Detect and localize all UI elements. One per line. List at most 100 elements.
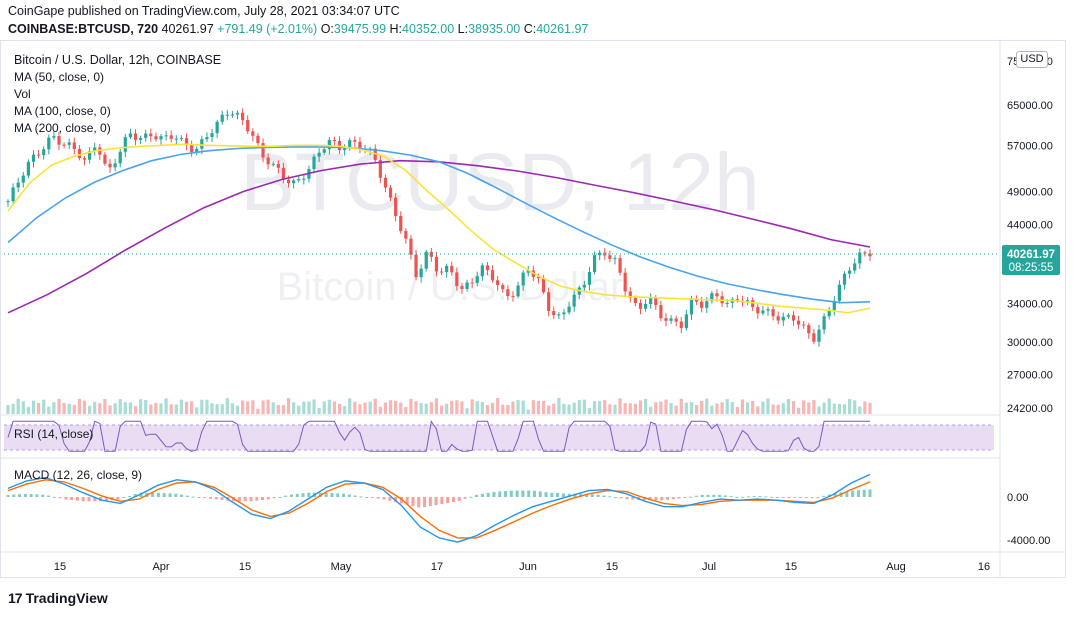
volume-bar xyxy=(312,399,316,414)
volume-bar xyxy=(353,401,357,414)
volume-bar xyxy=(179,399,184,414)
macd-histogram-bar xyxy=(353,495,357,497)
volume-bar xyxy=(842,404,847,414)
volume-bar xyxy=(327,399,331,414)
volume-bar xyxy=(638,400,643,414)
watermark-symbol: BTCUSD, 12h xyxy=(240,137,760,228)
candle-body xyxy=(93,147,97,152)
volume-bar xyxy=(149,404,153,414)
macd-histogram-bar xyxy=(469,496,473,498)
candle-body xyxy=(613,258,617,260)
candle-body xyxy=(358,141,362,149)
candle-body xyxy=(868,253,872,257)
time-tick-label: Jul xyxy=(702,561,716,573)
legend-ma50[interactable]: MA (50, close, 0) xyxy=(14,70,105,84)
macd-histogram-bar xyxy=(619,497,623,499)
volume-bar xyxy=(536,400,541,414)
currency-button[interactable]: USD xyxy=(1016,51,1048,68)
candle-body xyxy=(26,161,31,176)
legend-title: Bitcoin / U.S. Dollar, 12h, COINBASE xyxy=(14,53,222,67)
candle-body xyxy=(781,316,785,321)
volume-bar xyxy=(582,399,586,414)
legend-vol[interactable]: Vol xyxy=(14,87,31,101)
candle-body xyxy=(169,135,173,139)
macd-tick-label: -4000.00 xyxy=(1007,535,1050,547)
volume-bar xyxy=(77,398,82,414)
legend-rsi[interactable]: RSI (14, close) xyxy=(14,427,94,441)
candle-body xyxy=(348,140,352,149)
time-tick-label: 17 xyxy=(431,561,443,573)
volume-bar xyxy=(547,405,551,414)
candle-body xyxy=(445,265,449,273)
candle-body xyxy=(419,268,423,278)
macd-histogram-bar xyxy=(41,494,45,497)
macd-histogram-bar xyxy=(133,494,137,497)
legend-macd[interactable]: MACD (12, 26, close, 9) xyxy=(14,468,143,482)
candle-body xyxy=(154,136,158,140)
candle-body xyxy=(220,114,224,122)
macd-histogram-bar xyxy=(631,497,635,500)
volume-bar xyxy=(475,400,479,414)
candle-body xyxy=(144,133,148,138)
volume-bar xyxy=(98,403,102,414)
volume-bar xyxy=(847,399,852,414)
macd-histogram-bar xyxy=(87,497,91,502)
volume-bar xyxy=(608,404,612,414)
macd-histogram-bar xyxy=(168,493,172,497)
candle-body xyxy=(353,140,357,142)
legend-ma200[interactable]: MA (200, close, 0) xyxy=(14,121,111,135)
tradingview-footer[interactable]: 17 TradingView xyxy=(8,590,108,606)
candle-body xyxy=(776,316,780,321)
candle-body xyxy=(52,136,56,138)
macd-histogram-bar xyxy=(174,493,178,497)
candle-body xyxy=(460,286,464,289)
candle-body xyxy=(118,151,122,164)
volume-bar xyxy=(786,398,790,414)
candle-body xyxy=(271,163,275,165)
volume-bar xyxy=(511,401,515,414)
candle-body xyxy=(485,265,490,271)
candle-body xyxy=(281,167,286,180)
tradingview-logo-icon: 17 xyxy=(8,590,23,606)
candle-body xyxy=(547,292,551,312)
volume-bar xyxy=(373,398,377,414)
macd-histogram-bar xyxy=(324,492,328,497)
candle-body xyxy=(82,158,87,160)
candle-body xyxy=(541,278,546,293)
candle-body xyxy=(414,254,418,278)
candle-body xyxy=(266,157,270,165)
volume-bar xyxy=(47,406,51,414)
volume-bar xyxy=(67,403,71,414)
macd-histogram-bar xyxy=(718,494,722,497)
volume-bar xyxy=(424,403,428,414)
macd-histogram-bar xyxy=(573,493,577,497)
macd-histogram-bar xyxy=(775,497,779,498)
candle-body xyxy=(77,149,82,159)
candle-body xyxy=(822,316,826,330)
volume-bar xyxy=(618,398,622,414)
candle-body xyxy=(6,201,10,203)
candle-body xyxy=(159,136,163,140)
chart-frame[interactable] xyxy=(0,40,1066,578)
volume-bar xyxy=(455,400,459,414)
macd-histogram-bar xyxy=(504,491,508,497)
macd-histogram-bar xyxy=(301,493,305,497)
volume-bar xyxy=(654,402,658,414)
volume-bar xyxy=(225,398,229,414)
price-badge-value: 40261.97 xyxy=(1007,249,1055,261)
candle-body xyxy=(863,252,867,254)
volume-bar xyxy=(460,401,464,414)
time-tick-label: 15 xyxy=(239,561,251,573)
macd-histogram-bar xyxy=(116,497,120,500)
candle-body xyxy=(465,282,469,289)
volume-bar xyxy=(414,401,418,414)
candle-body xyxy=(123,137,127,152)
time-tick-label: Jun xyxy=(519,561,537,573)
candle-body xyxy=(383,177,388,188)
legend-ma100[interactable]: MA (100, close, 0) xyxy=(14,104,111,118)
macd-histogram-bar xyxy=(376,497,380,499)
candle-body xyxy=(235,112,240,115)
macd-histogram-bar xyxy=(382,497,386,500)
candle-body xyxy=(796,320,801,325)
